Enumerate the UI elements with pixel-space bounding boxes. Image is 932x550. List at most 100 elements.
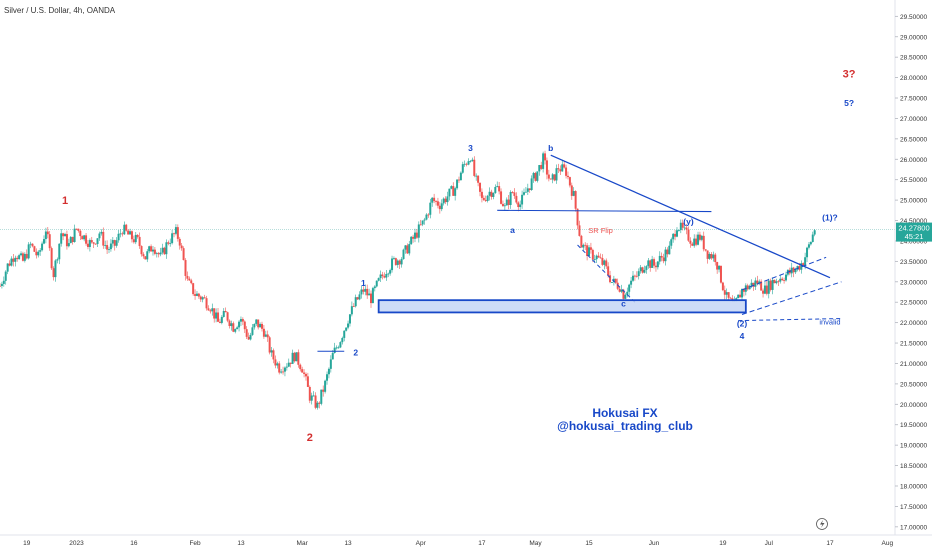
time-tick-label: May <box>529 540 542 547</box>
time-axis-ticks: 19 2023 16 Feb 13 Mar 13 Apr 17 May 15 Jun 19 Jul 17 Au… <box>23 540 893 547</box>
candle-body <box>278 363 281 373</box>
price-tick-label: 29.00000 <box>900 34 927 41</box>
candle-body <box>207 308 210 311</box>
candle-body <box>146 251 149 260</box>
candle-body <box>515 195 518 203</box>
candle-body <box>584 244 587 246</box>
price-axis[interactable] <box>895 0 932 535</box>
candle-body <box>222 311 225 317</box>
candle-body <box>603 260 606 265</box>
candle-body <box>568 177 571 186</box>
candle-body <box>479 182 482 192</box>
candle-body <box>249 334 252 340</box>
candle-body <box>194 294 197 296</box>
candle-body <box>324 380 327 392</box>
candle-body <box>373 286 376 289</box>
candle-body <box>381 274 384 277</box>
candle-body <box>104 245 107 246</box>
candle-body <box>236 327 239 330</box>
price-tick-label: 17.00000 <box>900 524 927 531</box>
candle-body <box>62 233 65 237</box>
price-tick-label: 26.00000 <box>900 157 927 164</box>
candle-body <box>85 235 88 244</box>
candle-body <box>811 234 814 242</box>
candle-body <box>796 266 799 270</box>
candle-body <box>195 293 198 296</box>
candle-body <box>199 296 202 300</box>
candle-body <box>404 245 407 250</box>
candle-body <box>794 269 797 273</box>
candle-body <box>150 246 153 252</box>
candle-body <box>121 233 124 235</box>
candle-body <box>255 319 258 324</box>
candle-body <box>392 258 395 259</box>
candle-body <box>31 243 34 247</box>
price-tick-label: 19.50000 <box>900 422 927 429</box>
candle-body <box>50 248 53 269</box>
candle-body <box>773 279 776 284</box>
candle-body <box>52 268 55 278</box>
candle-body <box>366 288 369 296</box>
candle-body <box>807 244 810 248</box>
price-tick-label: 26.50000 <box>900 136 927 143</box>
candle-body <box>492 192 495 197</box>
candle-body <box>140 246 143 255</box>
time-tick-label: 13 <box>237 540 245 547</box>
wave-label-invalid: invalid <box>819 318 840 327</box>
candle-body <box>83 235 86 240</box>
candle-body <box>232 323 235 332</box>
candle-body <box>130 231 133 240</box>
candle-body <box>415 232 418 238</box>
candle-body <box>467 161 470 165</box>
candle-body <box>806 247 809 258</box>
candle-body <box>448 188 451 197</box>
candle-body <box>595 255 598 260</box>
candle-body <box>48 234 51 249</box>
candle-body <box>14 257 17 262</box>
price-tick-label: 19.00000 <box>900 443 927 450</box>
candle-body <box>356 297 359 300</box>
candle-body <box>475 175 478 177</box>
candle-body <box>377 278 380 281</box>
candle-body <box>391 258 394 271</box>
candle-body <box>358 294 361 300</box>
candle-body <box>566 175 569 178</box>
candle-body <box>412 236 415 239</box>
candle-body <box>100 231 103 234</box>
candle-body <box>754 280 757 287</box>
candle-body <box>526 188 529 192</box>
candle-body <box>42 239 45 244</box>
candle-body <box>182 248 185 261</box>
candle-body <box>276 363 279 366</box>
candle-body <box>312 395 315 397</box>
price-tick-label: 21.00000 <box>900 361 927 368</box>
candle-body <box>737 294 740 299</box>
candle-body <box>345 327 348 331</box>
downtrend-line <box>550 154 831 279</box>
candle-body <box>362 289 365 292</box>
candle-body <box>125 224 128 231</box>
candle-body <box>438 205 441 210</box>
time-tick-label: 15 <box>585 540 593 547</box>
sr-flip-line <box>497 209 712 213</box>
candle-body <box>798 266 801 270</box>
candle-body <box>727 292 730 298</box>
candle-body <box>637 271 640 277</box>
time-tick-label: 19 <box>23 540 31 547</box>
candle-body <box>64 234 67 237</box>
candle-body <box>675 230 678 237</box>
candle-body <box>274 359 277 366</box>
candle-body <box>56 259 59 261</box>
drawings-layer[interactable] <box>317 154 842 352</box>
lightning-icon[interactable] <box>816 518 828 530</box>
candle-body <box>746 285 749 290</box>
candle-body <box>119 233 122 235</box>
candle-body <box>402 249 405 260</box>
candle-body <box>612 278 615 283</box>
candle-body <box>763 285 766 294</box>
candle-body <box>586 245 589 257</box>
wave-label-wave-y: (y) <box>683 217 694 227</box>
candle-body <box>563 164 566 168</box>
time-axis[interactable] <box>0 535 895 550</box>
